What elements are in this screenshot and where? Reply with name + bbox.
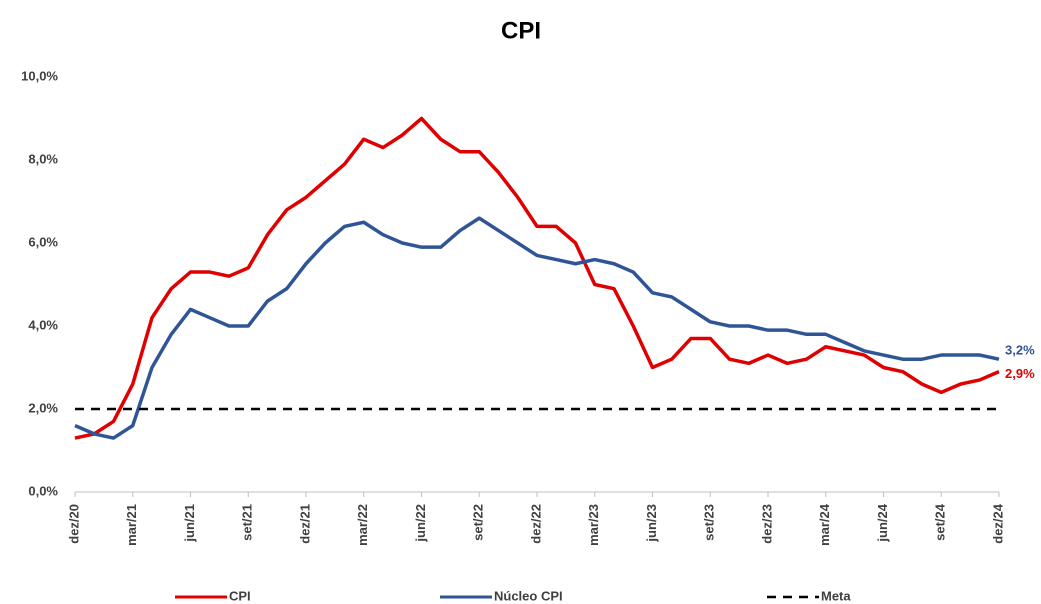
x-tick-label: mar/23 bbox=[586, 504, 601, 546]
x-tick-label: set/22 bbox=[471, 504, 486, 541]
x-tick-label: mar/22 bbox=[355, 504, 370, 546]
line-series bbox=[74, 216, 1000, 440]
legend-label: Núcleo CPI bbox=[494, 588, 563, 603]
data-label: 2,9% bbox=[1005, 366, 1035, 381]
y-tick-label: 2,0% bbox=[28, 400, 58, 415]
y-tick-label: 4,0% bbox=[28, 317, 58, 332]
x-tick-label: mar/24 bbox=[817, 503, 832, 546]
x-tick-label: jun/21 bbox=[182, 504, 197, 543]
y-tick-label: 6,0% bbox=[28, 234, 58, 249]
y-tick-label: 8,0% bbox=[28, 151, 58, 166]
x-tick-label: dez/22 bbox=[528, 504, 543, 544]
x-tick-label: jun/24 bbox=[875, 503, 890, 542]
x-tick-label: dez/23 bbox=[759, 504, 774, 544]
chart-title: CPI bbox=[501, 17, 541, 44]
legend-label: CPI bbox=[229, 588, 251, 603]
x-tick-label: dez/21 bbox=[297, 504, 312, 544]
x-tick-label: mar/21 bbox=[124, 504, 139, 546]
line-series bbox=[74, 116, 1000, 440]
x-tick-label: set/24 bbox=[933, 503, 948, 541]
y-tick-label: 10,0% bbox=[21, 68, 58, 83]
x-tick-label: set/23 bbox=[702, 504, 717, 541]
x-tick-label: dez/24 bbox=[990, 503, 1005, 544]
legend-label: Meta bbox=[821, 588, 851, 603]
data-label: 3,2% bbox=[1005, 343, 1035, 358]
x-tick-label: set/21 bbox=[240, 504, 255, 541]
x-tick-label: dez/20 bbox=[66, 504, 81, 544]
y-tick-label: 0,0% bbox=[28, 483, 58, 498]
x-tick-label: jun/22 bbox=[413, 504, 428, 543]
x-tick-label: jun/23 bbox=[644, 504, 659, 543]
